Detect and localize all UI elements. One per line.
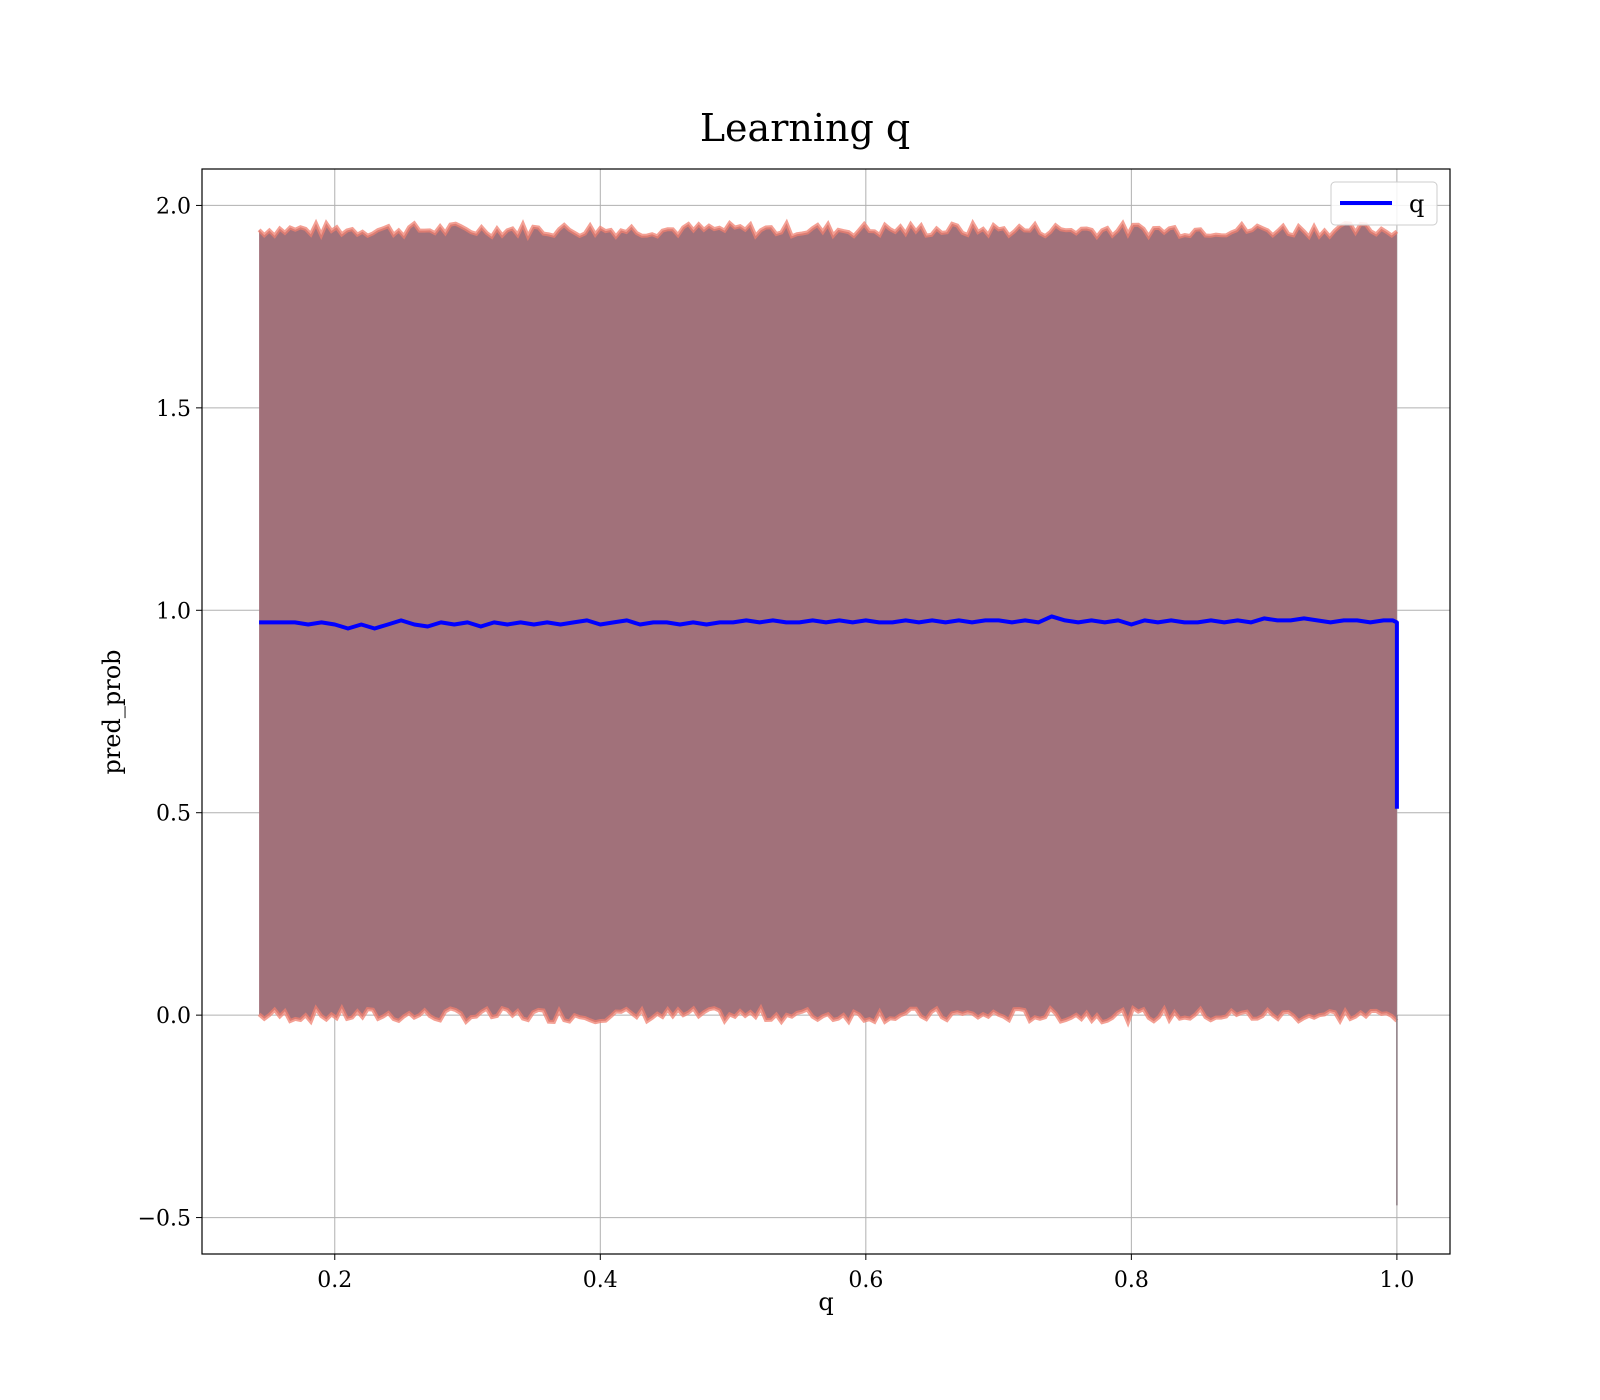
x-axis: 0.2 0.4 0.6 0.8 1.0 xyxy=(317,1254,1414,1293)
plot-frame xyxy=(201,168,1451,1255)
y-axis: −0.5 0.0 0.5 1.0 1.5 2.0 xyxy=(138,194,202,1232)
y-tick-label: 0.0 xyxy=(156,1004,191,1029)
y-tick-label: 1.5 xyxy=(156,397,191,422)
series-line-q xyxy=(259,614,1399,809)
x-tick-label: 1.0 xyxy=(1379,1268,1414,1293)
x-tick-label: 0.2 xyxy=(317,1268,352,1293)
band-area xyxy=(259,223,1397,1206)
chart-title: Learning q xyxy=(700,106,910,150)
y-tick-label: 0.5 xyxy=(156,802,191,827)
x-tick-label: 0.6 xyxy=(848,1268,883,1293)
x-tick-label: 0.8 xyxy=(1114,1268,1149,1293)
band-upper-edge xyxy=(257,218,1399,242)
y-tick-label: 1.0 xyxy=(156,599,191,624)
y-tick-label: 2.0 xyxy=(156,194,191,219)
y-axis-label: pred_prob xyxy=(98,649,126,774)
band-lower-edge xyxy=(257,1003,1399,1028)
legend-label: q xyxy=(1409,190,1424,218)
confidence-band xyxy=(257,218,1399,1206)
series-lines xyxy=(259,614,1399,809)
x-tick-label: 0.4 xyxy=(583,1268,618,1293)
y-tick-label: −0.5 xyxy=(138,1207,191,1232)
legend: q xyxy=(1330,181,1438,226)
x-axis-label: q xyxy=(818,1288,833,1316)
